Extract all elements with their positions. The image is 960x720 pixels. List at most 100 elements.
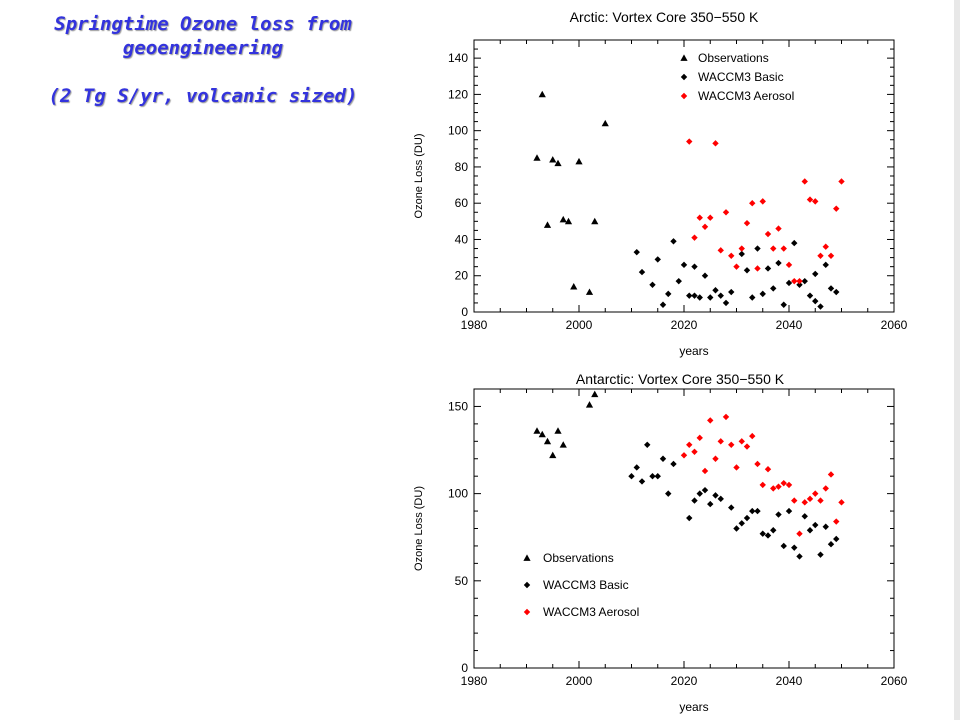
data-point <box>554 159 562 167</box>
slide-edge <box>954 0 960 720</box>
data-point <box>770 485 777 492</box>
data-point <box>728 441 735 448</box>
data-point <box>785 481 793 489</box>
data-point <box>791 544 798 551</box>
x-tick-label: 1980 <box>461 674 488 688</box>
data-point <box>796 530 803 537</box>
data-point <box>717 247 724 254</box>
data-point <box>801 277 808 285</box>
data-point <box>733 263 740 270</box>
data-point <box>743 219 751 227</box>
data-point <box>591 217 599 225</box>
data-point <box>749 294 756 301</box>
data-point <box>733 525 740 532</box>
data-point <box>728 288 735 296</box>
data-point <box>817 303 824 310</box>
data-point <box>833 288 840 296</box>
data-point <box>644 441 651 448</box>
series-observations <box>533 390 599 459</box>
data-point <box>554 427 562 434</box>
x-axis-label: years <box>679 344 708 358</box>
title-line-2: geoengineering <box>122 37 284 59</box>
data-point <box>712 140 719 147</box>
y-axis-label: Ozone Loss (DU) <box>413 486 425 571</box>
data-point <box>701 486 709 494</box>
data-point <box>728 504 735 511</box>
data-point <box>680 261 688 269</box>
data-point <box>764 265 772 272</box>
data-point <box>833 205 840 212</box>
data-point <box>796 553 803 560</box>
data-point <box>686 138 693 145</box>
data-point <box>801 513 808 520</box>
data-point <box>707 294 714 301</box>
data-point <box>538 90 546 98</box>
data-point <box>754 507 761 515</box>
data-point <box>764 532 772 539</box>
data-point <box>717 495 724 503</box>
data-point <box>591 390 599 398</box>
data-point <box>712 287 719 294</box>
data-point <box>822 243 829 250</box>
data-point <box>812 521 819 529</box>
data-point <box>543 221 552 228</box>
data-point <box>785 507 793 515</box>
data-point <box>638 268 646 276</box>
data-point <box>722 413 730 421</box>
x-tick-label: 2000 <box>566 674 593 688</box>
data-point <box>707 417 714 424</box>
data-point <box>838 499 845 506</box>
data-point <box>717 438 724 445</box>
data-point <box>628 472 635 480</box>
data-point <box>712 492 719 499</box>
data-point <box>533 154 541 161</box>
data-point <box>827 285 835 292</box>
data-point <box>549 451 557 459</box>
data-point <box>812 490 819 497</box>
data-point <box>738 438 745 445</box>
data-point <box>675 277 682 285</box>
series-observations <box>533 90 609 295</box>
data-point <box>838 178 845 185</box>
data-point <box>817 252 824 259</box>
legend-label: Observations <box>543 551 614 565</box>
chart-title: Arctic: Vortex Core 350−550 K <box>570 9 759 25</box>
data-point <box>827 540 835 548</box>
chart-title: Antarctic: Vortex Core 350−550 K <box>576 371 785 387</box>
data-point <box>833 518 840 525</box>
data-point <box>791 239 798 247</box>
data-point <box>717 292 724 299</box>
data-point <box>775 483 782 490</box>
data-point <box>833 535 840 543</box>
data-point <box>743 267 751 274</box>
data-point <box>701 467 709 475</box>
data-point <box>654 256 661 263</box>
legend-label: Observations <box>698 51 769 65</box>
data-point <box>549 156 557 163</box>
data-point <box>770 245 777 252</box>
slide-title: Springtime Ozone loss from geoengineerin… <box>8 12 398 108</box>
data-point <box>796 277 803 285</box>
data-point <box>585 401 594 408</box>
data-point <box>707 214 714 221</box>
data-point <box>559 215 567 223</box>
data-point <box>754 245 761 252</box>
data-point <box>806 196 814 203</box>
y-tick-label: 0 <box>461 305 468 319</box>
y-tick-label: 150 <box>448 399 468 413</box>
data-point <box>585 288 594 295</box>
series-waccm3-aerosol <box>686 138 845 285</box>
data-point <box>722 209 730 216</box>
y-tick-label: 40 <box>455 232 469 246</box>
data-point <box>654 472 661 480</box>
data-point <box>770 285 777 292</box>
data-point <box>559 441 567 448</box>
legend-label: WACCM3 Basic <box>698 70 784 84</box>
data-point <box>822 523 829 530</box>
data-point <box>670 460 677 468</box>
data-point <box>822 261 829 269</box>
data-point <box>686 292 693 299</box>
data-point <box>780 245 787 252</box>
data-point <box>754 460 761 468</box>
data-point <box>665 490 672 497</box>
